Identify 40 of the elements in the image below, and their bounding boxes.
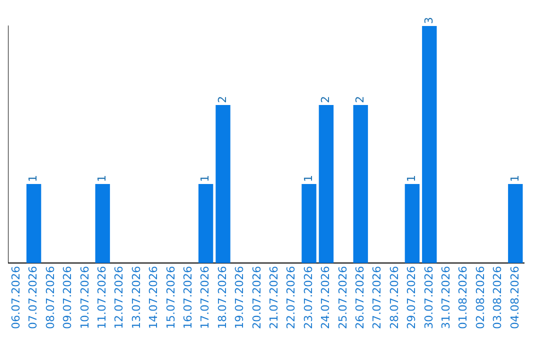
x-tick-label: 15.07.2026 <box>164 266 178 330</box>
x-tick-label: 23.07.2026 <box>302 266 315 330</box>
x-tick-label: 14.07.2026 <box>147 266 160 330</box>
x-tick-label: 11.07.2026 <box>95 266 108 330</box>
data-label: 1 <box>508 175 522 182</box>
x-tick-label: 13.07.2026 <box>130 266 143 330</box>
x-tick-label: 19.07.2026 <box>233 266 246 330</box>
x-tick-label: 28.07.2026 <box>388 266 401 330</box>
data-label: 1 <box>405 175 418 182</box>
x-tick-label: 29.07.2026 <box>405 266 418 330</box>
x-tick-label: 12.07.2026 <box>112 266 126 330</box>
x-tick-label: 01.08.2026 <box>456 266 470 330</box>
x-tick-label: 07.07.2026 <box>26 266 40 330</box>
x-tick-label: 02.08.2026 <box>474 266 487 330</box>
x-tick-label: 27.07.2026 <box>370 266 384 330</box>
x-tick-label: 08.07.2026 <box>44 266 57 330</box>
data-label: 1 <box>26 175 40 182</box>
x-tick-label: 06.07.2026 <box>9 266 22 330</box>
x-tick-label: 16.07.2026 <box>181 266 194 330</box>
data-label: 1 <box>302 175 315 182</box>
x-tick-label: 25.07.2026 <box>336 266 350 330</box>
x-tick-label: 18.07.2026 <box>216 266 229 330</box>
x-tick-label: 31.07.2026 <box>439 266 452 330</box>
data-label: 1 <box>95 175 108 182</box>
data-label: 2 <box>353 96 366 104</box>
x-tick-label: 24.07.2026 <box>319 266 332 330</box>
x-tick-label: 21.07.2026 <box>267 266 280 330</box>
x-tick-label: 10.07.2026 <box>78 266 92 330</box>
data-label: 2 <box>319 96 332 104</box>
x-tick-label: 20.07.2026 <box>250 266 264 330</box>
x-tick-label: 17.07.2026 <box>198 266 212 330</box>
x-tick-label: 03.08.2026 <box>491 266 504 330</box>
x-tick-label: 22.07.2026 <box>284 266 298 330</box>
data-label: 2 <box>216 96 229 104</box>
data-label: 1 <box>198 175 212 182</box>
x-tick-label: 04.08.2026 <box>508 266 522 330</box>
x-tick-label: 09.07.2026 <box>61 266 74 330</box>
x-tick-label: 26.07.2026 <box>353 266 366 330</box>
data-label: 3 <box>422 17 436 24</box>
x-tick-label: 30.07.2026 <box>422 266 436 330</box>
